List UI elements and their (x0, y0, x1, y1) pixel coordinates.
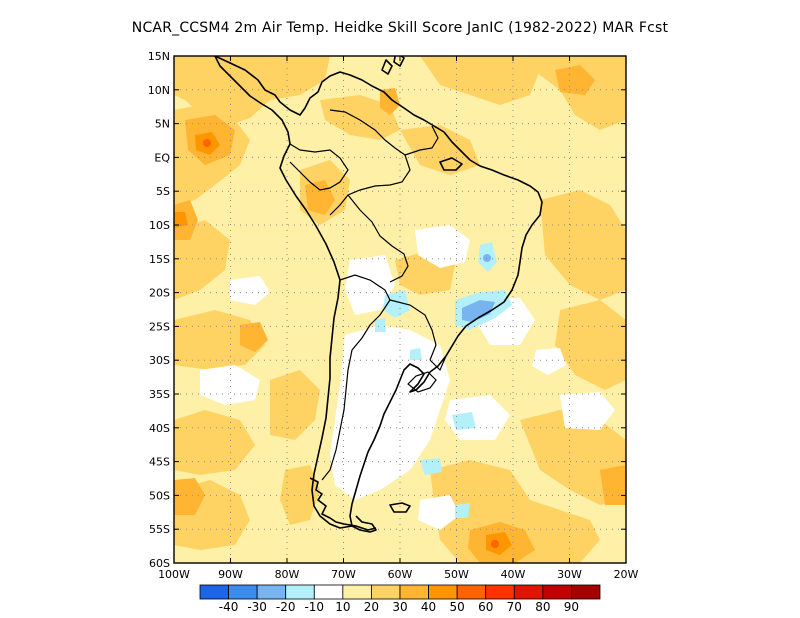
lat-label: 45S (149, 456, 170, 469)
colorbar-label: 10 (335, 600, 350, 614)
colorbar-swatch (371, 584, 401, 600)
lat-label: 55S (149, 523, 170, 536)
colorbar-swatch (199, 584, 229, 600)
lon-label: 70W (331, 568, 356, 581)
lat-label: 35S (149, 388, 170, 401)
lat-label: 30S (149, 354, 170, 367)
colorbar-label: -30 (247, 600, 267, 614)
colorbar-swatch (485, 584, 515, 600)
lon-label: 50W (444, 568, 469, 581)
latitude-labels: 15N 10N 5N EQ 5S 10S 15S 20S 25S 30S 35S 40S 45S 50S 5… (148, 50, 171, 570)
map-grid (174, 56, 626, 563)
colorbar-label: 50 (450, 600, 465, 614)
colorbar-label: -10 (304, 600, 324, 614)
colorbar-label: 60 (478, 600, 493, 614)
colorbar-labels: -40 -30 -20 -10 10 20 30 40 50 60 70 80 90 (219, 600, 579, 614)
lon-label: 100W (158, 568, 190, 581)
colorbar-swatch (571, 584, 601, 600)
lat-label: 40S (149, 422, 170, 435)
colorbar-label: 70 (507, 600, 522, 614)
lat-label: 50S (149, 489, 170, 502)
field-50-60 (203, 139, 499, 548)
lat-label: 25S (149, 320, 170, 333)
colorbar-swatch (228, 584, 258, 600)
colorbar-swatch (542, 584, 572, 600)
lon-label: 40W (501, 568, 526, 581)
lat-label: 20S (149, 287, 170, 300)
lon-label: 90W (218, 568, 243, 581)
colorbar-label: 90 (564, 600, 579, 614)
lat-label: 10S (149, 219, 170, 232)
colorbar-swatch (513, 584, 544, 600)
colorbar-label: 80 (535, 600, 550, 614)
colorbar-label: -40 (219, 600, 239, 614)
colorbar-swatch (285, 584, 315, 600)
colorbar (199, 584, 601, 600)
colorbar-swatch (313, 584, 344, 600)
axis-ticks (173, 55, 627, 564)
field-neg-20 (462, 254, 495, 322)
colorbar-label: -20 (276, 600, 296, 614)
lat-label: 15N (148, 50, 170, 63)
colorbar-label: 20 (364, 600, 379, 614)
map-title: NCAR_CCSM4 2m Air Temp. Heidke Skill Sco… (131, 20, 669, 36)
lat-label: 60S (149, 557, 170, 570)
skill-field (174, 56, 626, 563)
lat-label: 10N (148, 84, 170, 97)
lon-label: 80W (275, 568, 300, 581)
colorbar-label: 30 (392, 600, 407, 614)
lat-label: 15S (149, 253, 170, 266)
colorbar-label: 40 (421, 600, 436, 614)
lat-label: 5S (156, 185, 170, 198)
colorbar-swatch (342, 584, 372, 600)
colorbar-swatch (256, 584, 287, 600)
colorbar-swatch (399, 584, 429, 600)
longitude-labels: 100W 90W 80W 70W 60W 50W 40W 30W 20W (158, 568, 638, 581)
lat-label: 5N (155, 118, 170, 131)
lon-label: 60W (388, 568, 413, 581)
lat-label: EQ (154, 151, 170, 164)
colorbar-swatch (456, 584, 487, 600)
lon-label: 20W (614, 568, 639, 581)
lon-label: 30W (557, 568, 582, 581)
colorbar-swatch (428, 584, 458, 600)
country-borders (289, 109, 447, 481)
coastline (214, 56, 543, 533)
